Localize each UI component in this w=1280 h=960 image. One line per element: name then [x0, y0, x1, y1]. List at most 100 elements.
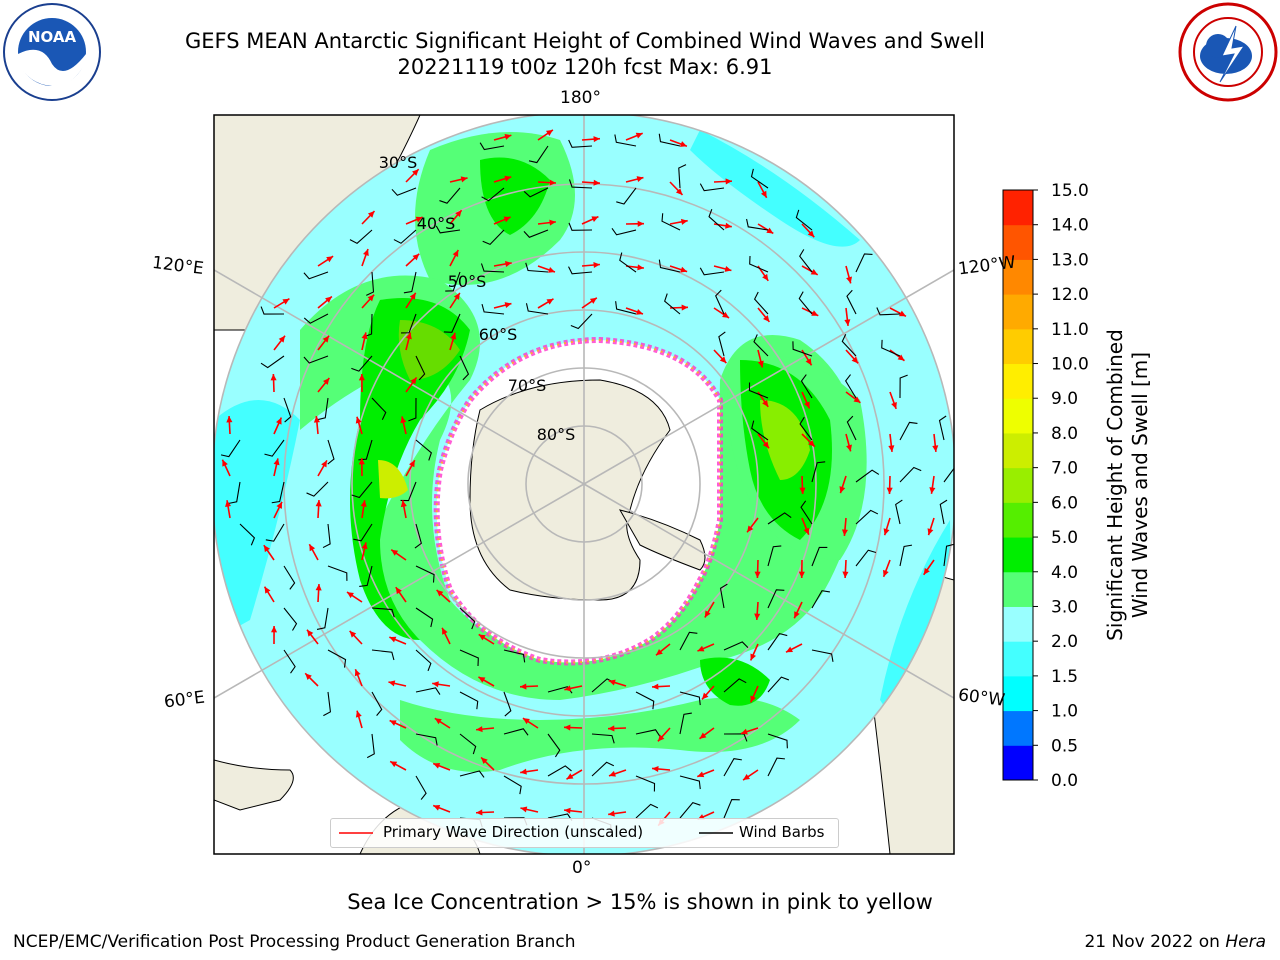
wave-direction-arrowhead [564, 807, 571, 814]
wind-barb [415, 355, 426, 381]
wave-direction-arrowhead [697, 645, 705, 652]
wind-barb [459, 607, 476, 630]
wind-barb [260, 306, 285, 315]
wind-barb [679, 775, 701, 790]
colorbar-segment [1003, 224, 1033, 260]
wave-direction-arrowhead [635, 132, 643, 139]
wind-legend-line-icon [699, 832, 733, 834]
wind-barb [746, 218, 769, 231]
wind-barb [283, 565, 296, 590]
wave-direction-arrowhead [325, 296, 332, 303]
wave-direction-arrowhead [315, 500, 322, 507]
wave-direction-arrowhead [349, 630, 357, 638]
wave-direction-arrowhead [754, 613, 761, 620]
wave-direction-arrowhead [608, 770, 616, 777]
wave-direction-arrowhead [453, 292, 460, 300]
wind-barb [723, 799, 740, 819]
colorbar-title: Significant Height of Combined Wind Wave… [1103, 329, 1152, 641]
wave-direction-arrowhead [323, 378, 330, 385]
wind-barb [459, 770, 485, 778]
colorbar: 0.0 0.5 1.0 1.5 2.0 3.0 4.0 5.0 6.0 7.0 8.0 9.0 10.0… [1002, 181, 1089, 791]
vector-layer [220, 129, 954, 833]
lat-label-80: 80°S [537, 425, 576, 444]
wave-direction-arrowhead [361, 542, 368, 550]
colorbar-segment [1003, 190, 1033, 226]
wave-direction-arrowhead [520, 683, 527, 690]
wave-direction-arrowhead [546, 298, 554, 305]
wind-barb [855, 469, 880, 483]
wind-barb [799, 249, 813, 273]
wave-direction-arrowhead [725, 222, 732, 229]
wave-direction-arrowhead [409, 292, 416, 300]
wind-barb [371, 607, 395, 618]
wind-barb [619, 252, 637, 273]
wave-direction-arrowhead [275, 417, 282, 425]
wave-direction-arrowhead [388, 680, 396, 687]
wind-barb [749, 255, 769, 273]
wave-direction-arrowhead [740, 728, 748, 735]
wind-barb [635, 729, 661, 737]
wind-barb [371, 649, 395, 661]
wave-direction-arrowhead [750, 653, 757, 661]
wave-direction-arrowhead [636, 176, 644, 183]
wind-legend-label: Wind Barbs [739, 823, 825, 841]
wave-direction-arrowhead [763, 315, 770, 322]
wave-direction-arrowhead [282, 298, 290, 305]
wind-barb [317, 397, 329, 421]
wave-direction-arrowhead [434, 718, 442, 725]
wave-direction-arrowhead [593, 261, 600, 269]
wind-barb [855, 253, 873, 273]
colorbar-segment [1003, 328, 1033, 365]
wind-barb [435, 225, 461, 234]
noaa-logo: NOAA [3, 3, 101, 101]
wave-direction-arrowhead [389, 720, 397, 726]
wind-barb [614, 134, 637, 147]
colorbar-tick-label: 2.0 [1051, 632, 1078, 652]
wave-direction-arrowhead [846, 444, 852, 452]
wave-direction-arrowhead [270, 626, 278, 633]
wave-direction-arrowhead [766, 227, 774, 234]
wind-barb [459, 649, 479, 667]
wave-direction-arrowhead [719, 356, 727, 364]
wave-direction-arrowhead [564, 724, 571, 731]
colorbar-segment [1003, 745, 1033, 781]
wave-direction-arrowhead [853, 396, 861, 403]
wave-direction-arrowhead [522, 718, 530, 725]
wave-direction-arrowhead [747, 525, 754, 533]
lat-label-30: 30°S [379, 153, 418, 172]
wave-direction-arrowhead [549, 219, 556, 226]
wave-direction-arrowhead [811, 310, 819, 316]
wave-direction-arrowhead [481, 757, 488, 765]
wave-direction-arrowhead [476, 809, 483, 816]
wind-barb [723, 758, 742, 777]
wave-direction-arrowhead [743, 773, 750, 781]
wave-direction-arrowhead [883, 528, 890, 536]
wave-direction-arrowhead [760, 190, 767, 198]
wind-barb [414, 523, 422, 549]
wind-barb [723, 678, 747, 693]
colorbar-segment [1003, 606, 1033, 642]
wind-barb [415, 649, 432, 672]
wave-direction-arrowhead [226, 416, 233, 423]
wave-direction-arrowhead [436, 589, 444, 597]
wave-direction-arrowhead [358, 374, 365, 381]
wind-barb [570, 313, 593, 330]
colorbar-tick-label: 14.0 [1051, 216, 1089, 236]
wind-barb [679, 691, 701, 706]
wind-barb [899, 544, 913, 567]
wave-direction-arrowhead [846, 276, 852, 284]
wave-direction-arrowhead [566, 773, 574, 780]
wave-direction-arrowhead [851, 356, 859, 364]
wave-direction-arrowhead [273, 458, 280, 466]
wave-legend-line-icon [339, 832, 373, 834]
wave-direction-arrowhead [675, 188, 683, 195]
wind-barb [366, 271, 375, 296]
wave-direction-arrowhead [360, 500, 367, 507]
wind-barb [525, 303, 549, 315]
wind-barb [303, 355, 329, 364]
wind-barb [351, 355, 373, 372]
wind-barb [661, 213, 681, 231]
wave-direction-arrowhead [798, 571, 805, 578]
colorbar-segment [1003, 710, 1033, 746]
wave-direction-arrowhead [608, 810, 615, 817]
